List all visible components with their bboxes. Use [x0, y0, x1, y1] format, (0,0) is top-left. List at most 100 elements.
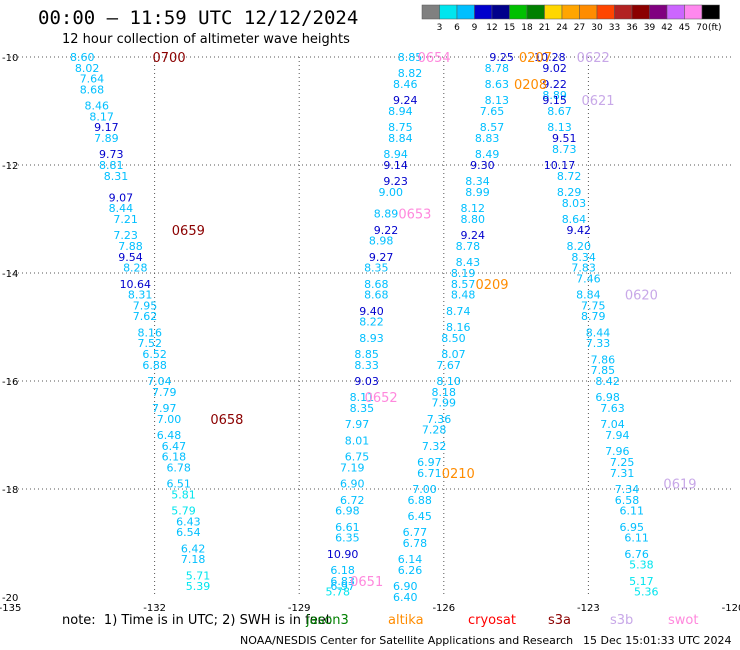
swh-value: 8.94: [388, 105, 413, 118]
swh-value: 7.79: [152, 386, 177, 399]
legend-label: 9: [472, 23, 478, 33]
swh-value: 8.02: [75, 62, 100, 75]
swh-value: 8.28: [123, 262, 148, 275]
legend-swatch: [614, 4, 633, 20]
swh-value: 9.27: [369, 251, 394, 264]
swh-value: 6.75: [345, 451, 370, 464]
swh-value: 8.16: [446, 321, 471, 334]
swh-value: 6.90: [393, 580, 418, 593]
swh-value: 9.23: [383, 175, 408, 188]
pass-time-label: 0620: [625, 289, 658, 304]
swh-value: 7.19: [340, 461, 365, 474]
y-tick-label: -16: [2, 377, 18, 388]
swh-value: 9.54: [118, 251, 143, 264]
pass-labels: 0700 0659 0658 0654 0653 0652 0651 0207 0208 0209…: [153, 51, 697, 590]
pass-time-label: 0654: [418, 51, 451, 66]
pass-time-label: 0210: [442, 467, 475, 482]
swh-value: 8.35: [364, 262, 389, 275]
swh-value: 8.72: [557, 170, 582, 183]
swh-value: 6.98: [595, 391, 620, 404]
legend-label: 3: [437, 23, 443, 33]
swh-value: 9.25: [489, 51, 514, 64]
swh-value: 6.78: [403, 537, 428, 550]
pass-time-label: 0652: [365, 391, 398, 406]
swh-value: 6.83: [330, 575, 355, 588]
swh-value: 8.33: [354, 359, 379, 372]
swh-value: 8.18: [432, 386, 457, 399]
swh-value: 6.11: [620, 505, 645, 518]
x-tick-label: -126: [432, 603, 455, 614]
swh-value: 10.90: [327, 548, 359, 561]
swh-value: 8.85: [398, 51, 423, 64]
legend-swatch: [474, 4, 493, 20]
swh-value: 9.30: [470, 159, 495, 172]
legend-label: 70: [696, 23, 708, 33]
swh-value: 6.88: [407, 494, 432, 507]
swh-value: 10.28: [534, 51, 566, 64]
swh-value: 8.84: [388, 132, 413, 145]
swh-value: 7.64: [80, 73, 105, 86]
legend-unit: (ft): [708, 23, 722, 33]
swh-value: 6.97: [417, 456, 442, 469]
swh-value: 8.48: [451, 289, 476, 302]
legend-swatch: [684, 4, 703, 20]
swh-value: 6.72: [340, 494, 365, 507]
swh-value: 7.18: [181, 553, 206, 566]
swh-value: 7.04: [147, 375, 172, 388]
swh-value: 8.85: [354, 348, 379, 361]
swh-value: 8.13: [547, 121, 572, 134]
swh-value: 7.00: [157, 413, 182, 426]
swh-value: 8.01: [345, 434, 370, 447]
swh-value: 8.03: [562, 197, 587, 210]
footer-credit: NOAA/NESDIS Center for Satellite Applica…: [240, 634, 574, 647]
swh-value: 5.71: [186, 569, 211, 582]
pass-time-label: 0207: [519, 51, 552, 66]
swh-value: 8.46: [85, 100, 110, 113]
swh-value: 7.46: [576, 272, 601, 285]
swh-value: 5.78: [326, 586, 351, 599]
swh-value: 7.23: [113, 229, 138, 242]
swh-value: 7.63: [600, 402, 625, 415]
swh-value: 8.31: [128, 289, 153, 302]
swh-value: 7.67: [436, 359, 461, 372]
legend-label: 36: [626, 23, 638, 33]
swh-value: 6.18: [330, 564, 355, 577]
swh-value: 8.57: [451, 278, 476, 291]
swh-value: 9.24: [460, 229, 485, 242]
swh-value: 6.51: [166, 478, 191, 491]
swh-value: 8.98: [369, 235, 394, 248]
swh-value: 7.75: [581, 299, 606, 312]
y-tick-label: -20: [2, 593, 18, 604]
swh-value: 8.79: [581, 310, 606, 323]
swh-value: 8.89: [374, 208, 399, 221]
swh-value: 8.64: [562, 213, 587, 226]
swh-value: 7.21: [113, 213, 138, 226]
pass-time-label: 0208: [514, 78, 547, 93]
satellite-legend-altika: altika: [388, 613, 424, 628]
swh-value: 6.61: [335, 521, 360, 534]
chart-subtitle: 12 hour collection of altimeter wave hei…: [62, 32, 350, 47]
swh-value: 7.04: [600, 418, 625, 431]
swh-value: 6.42: [181, 542, 206, 555]
swh-value: 6.77: [403, 526, 428, 539]
legend-swatch: [421, 4, 440, 20]
swh-value: 8.57: [480, 121, 505, 134]
swh-value: 8.22: [359, 316, 384, 329]
legend-swatch: [509, 4, 528, 20]
swh-value: 8.78: [456, 240, 481, 253]
swh-value: 7.89: [94, 132, 119, 145]
swh-value: 7.52: [138, 337, 163, 350]
swh-value: 7.97: [345, 418, 370, 431]
grid-lines: [10, 56, 733, 597]
swh-value: 5.39: [186, 580, 211, 593]
swh-value: 6.18: [162, 451, 187, 464]
swh-value: 5.36: [634, 586, 659, 599]
swh-value: 6.88: [142, 359, 167, 372]
swh-value: 5.17: [629, 575, 654, 588]
swh-value: 10.17: [544, 159, 576, 172]
swh-value: 6.47: [162, 440, 187, 453]
swh-value: 9.17: [94, 121, 119, 134]
swh-value: 8.34: [571, 251, 596, 264]
swh-value: 8.29: [557, 186, 582, 199]
